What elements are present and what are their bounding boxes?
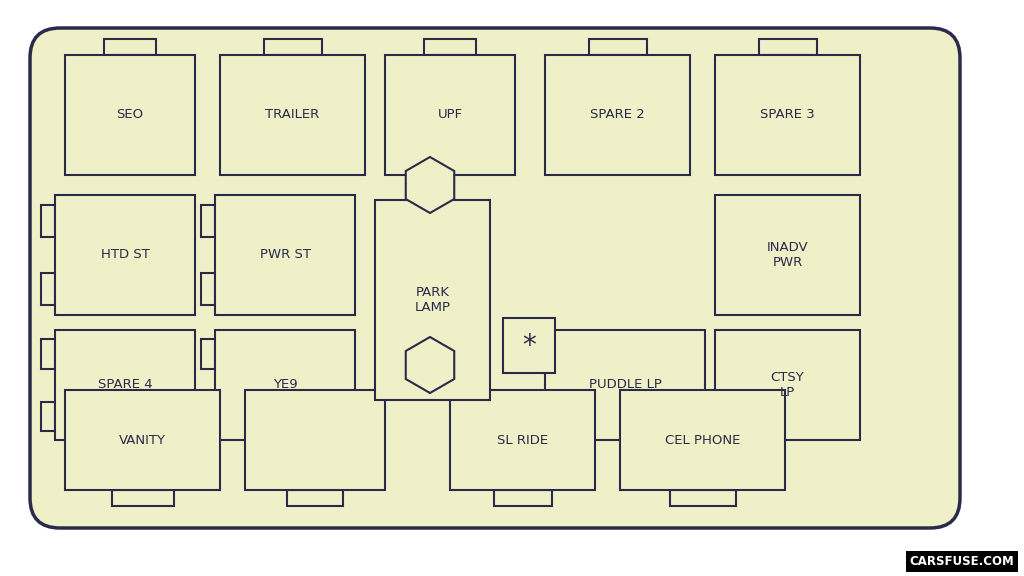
Bar — [201, 273, 215, 305]
Bar — [287, 490, 343, 506]
Text: PWR ST: PWR ST — [259, 248, 310, 262]
Bar — [220, 55, 365, 175]
Bar — [715, 330, 860, 440]
Bar — [424, 39, 476, 55]
Bar — [494, 490, 552, 506]
Bar — [55, 330, 195, 440]
Bar — [620, 390, 785, 490]
Bar — [55, 195, 195, 315]
Bar — [545, 55, 690, 175]
Text: HTD ST: HTD ST — [100, 248, 150, 262]
Bar — [41, 339, 55, 369]
Text: SPARE 4: SPARE 4 — [97, 378, 153, 392]
Bar — [201, 401, 215, 431]
Polygon shape — [406, 337, 455, 393]
Bar — [245, 390, 385, 490]
Bar — [759, 39, 816, 55]
Bar — [215, 330, 355, 440]
Bar — [503, 318, 555, 373]
Bar — [545, 330, 705, 440]
Bar — [670, 490, 735, 506]
Bar — [41, 204, 55, 237]
Bar — [263, 39, 322, 55]
Text: VANITY: VANITY — [119, 434, 166, 446]
Text: INADV
PWR: INADV PWR — [767, 241, 808, 269]
Text: TRAILER: TRAILER — [265, 108, 319, 122]
Bar — [201, 204, 215, 237]
Bar — [201, 339, 215, 369]
Text: SPARE 3: SPARE 3 — [760, 108, 815, 122]
Text: SPARE 2: SPARE 2 — [590, 108, 645, 122]
Bar — [715, 55, 860, 175]
Text: *: * — [522, 332, 536, 359]
Bar — [41, 273, 55, 305]
Bar — [215, 195, 355, 315]
Text: CEL PHONE: CEL PHONE — [665, 434, 740, 446]
Bar — [41, 401, 55, 431]
Bar — [589, 39, 646, 55]
Text: PUDDLE LP: PUDDLE LP — [589, 378, 662, 392]
Bar — [450, 390, 595, 490]
Text: SEO: SEO — [117, 108, 143, 122]
Text: YE9: YE9 — [272, 378, 297, 392]
Text: SL RIDE: SL RIDE — [497, 434, 548, 446]
Bar — [715, 195, 860, 315]
Text: CTSY
LP: CTSY LP — [771, 371, 805, 399]
Text: UPF: UPF — [437, 108, 463, 122]
Bar — [65, 390, 220, 490]
Text: PARK
LAMP: PARK LAMP — [415, 286, 451, 314]
Bar — [112, 490, 173, 506]
Bar — [375, 200, 490, 400]
Bar — [65, 55, 195, 175]
Bar — [385, 55, 515, 175]
FancyBboxPatch shape — [30, 28, 961, 528]
Text: CARSFUSE.COM: CARSFUSE.COM — [909, 555, 1014, 568]
Polygon shape — [406, 157, 455, 213]
Bar — [104, 39, 156, 55]
